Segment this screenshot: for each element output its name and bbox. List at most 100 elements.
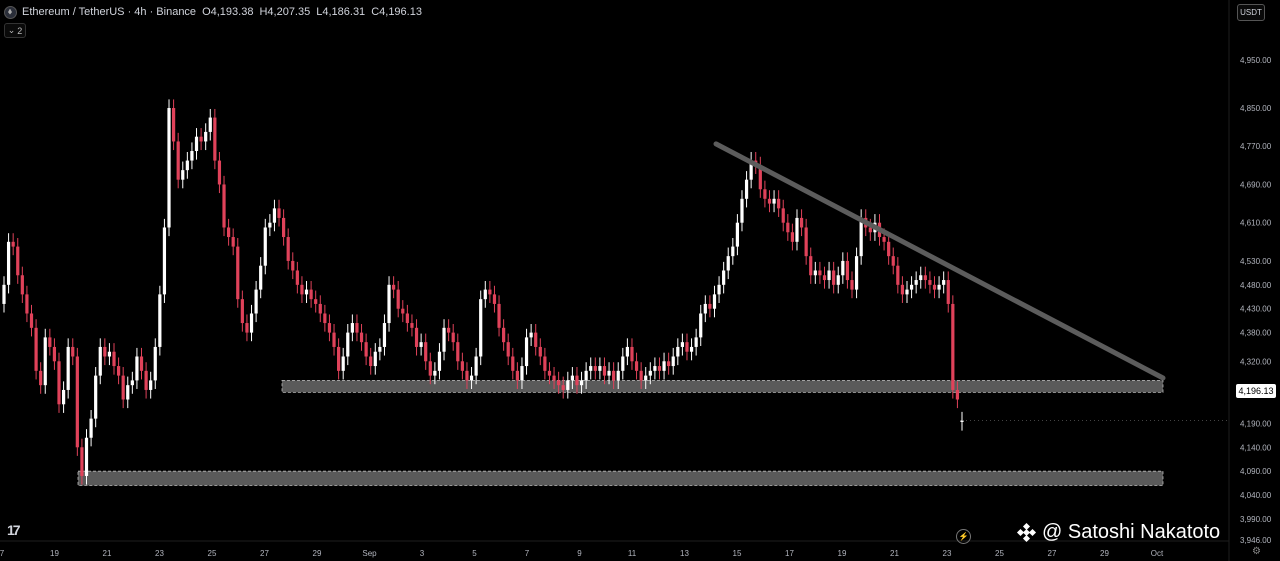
candle-body <box>194 136 199 152</box>
candle-body <box>204 131 208 142</box>
candle-body <box>405 313 409 324</box>
candle-body <box>158 294 162 347</box>
y-tick-label: 4,040.00 <box>1240 491 1272 500</box>
candle-body <box>689 346 694 352</box>
candle-body <box>373 351 377 367</box>
candle-body <box>190 151 194 161</box>
candle-body <box>66 346 70 390</box>
candle-body <box>103 346 107 357</box>
candle-body <box>231 237 235 247</box>
candle-body <box>259 265 263 290</box>
x-tick-label: Oct <box>1151 549 1164 558</box>
x-tick-label: 19 <box>838 549 847 558</box>
watermark: @ Satoshi Nakatoto <box>1016 521 1220 544</box>
y-tick-label: 3,946.00 <box>1240 536 1272 545</box>
candle-body <box>355 323 359 333</box>
candle-body <box>534 332 538 347</box>
open-value: 4,193.38 <box>210 6 254 18</box>
x-tick-label: 7 <box>525 549 530 558</box>
y-tick-label: 4,190.00 <box>1240 419 1272 428</box>
candle-body <box>130 380 134 386</box>
candle-body <box>621 356 625 371</box>
candle-body <box>923 275 927 281</box>
candle-body <box>171 108 176 142</box>
high-value: 4,207.35 <box>267 6 311 18</box>
candle-body <box>337 346 341 371</box>
candle-body <box>378 346 382 352</box>
indicator-toggle-button[interactable]: ⌄ 2 <box>4 23 26 38</box>
candle-body <box>552 375 556 381</box>
candle-body <box>213 117 217 161</box>
candle-body <box>749 160 753 180</box>
candle-body <box>680 342 684 347</box>
close-value: 4,196.13 <box>379 6 422 18</box>
candle-body <box>185 160 189 171</box>
candle-body <box>657 366 662 371</box>
candle-body <box>767 198 772 204</box>
candle-body <box>506 342 510 357</box>
symbol-label[interactable]: Ethereum / TetherUS · 4h · Binance <box>22 6 197 18</box>
bolt-icon[interactable]: ⚡ <box>956 529 971 544</box>
candle-body <box>428 361 432 376</box>
candle-body <box>282 217 286 238</box>
open-label: O <box>202 6 211 18</box>
y-tick-label: 4,690.00 <box>1240 180 1272 189</box>
candle-body <box>121 375 125 400</box>
candle-body <box>153 346 157 381</box>
candle-body <box>671 356 675 367</box>
candle-body <box>245 323 249 333</box>
candle-body <box>777 198 781 209</box>
candle-body <box>708 303 712 309</box>
candle-body <box>16 246 20 276</box>
candle-body <box>98 346 102 376</box>
candle-body <box>162 227 167 295</box>
candle-body <box>854 256 859 290</box>
candle-body <box>483 289 487 300</box>
candle-body <box>80 447 84 476</box>
y-tick-label: 4,950.00 <box>1240 56 1272 65</box>
candle-body <box>309 289 313 300</box>
candle-body <box>818 270 822 276</box>
zone-support-lower <box>77 470 1164 486</box>
candle-body <box>763 189 767 199</box>
candle-body <box>442 327 446 352</box>
y-tick-label: 4,480.00 <box>1240 281 1272 290</box>
tradingview-logo-icon[interactable]: 17 <box>7 522 21 538</box>
candle-body <box>919 275 923 281</box>
candle-body <box>410 323 414 328</box>
y-tick-label: 4,770.00 <box>1240 142 1272 151</box>
candle-body <box>575 375 579 386</box>
candle-body <box>712 294 717 309</box>
candle-body <box>460 361 464 371</box>
candle-body <box>644 375 648 381</box>
candle-body <box>699 313 703 338</box>
currency-button[interactable]: USDT <box>1237 4 1265 21</box>
candle-body <box>240 299 244 324</box>
candle-body <box>937 284 941 290</box>
candle-body <box>94 375 98 419</box>
candle-body <box>424 342 428 362</box>
candle-body <box>75 356 79 448</box>
candle-body <box>951 303 955 390</box>
gear-icon[interactable]: ⚙ <box>1252 546 1261 557</box>
candle-body <box>813 270 817 276</box>
close-label: C <box>371 6 380 18</box>
candle-body <box>447 327 451 333</box>
candle-body <box>392 284 396 290</box>
candle-body <box>272 208 277 223</box>
candle-body <box>61 389 66 405</box>
candle-body <box>557 380 561 386</box>
y-tick-label: 4,610.00 <box>1240 219 1272 228</box>
x-tick-label: 5 <box>472 549 477 558</box>
candle-body <box>474 356 478 376</box>
candle-body <box>538 346 542 357</box>
candle-body <box>401 308 405 314</box>
x-tick-label: 17 <box>785 549 794 558</box>
candle-body <box>11 241 15 247</box>
candle-body <box>602 366 607 376</box>
binance-logo-icon <box>1016 522 1037 542</box>
low-label: L <box>316 6 323 18</box>
candle-body <box>112 351 116 367</box>
candle-body <box>456 342 460 362</box>
